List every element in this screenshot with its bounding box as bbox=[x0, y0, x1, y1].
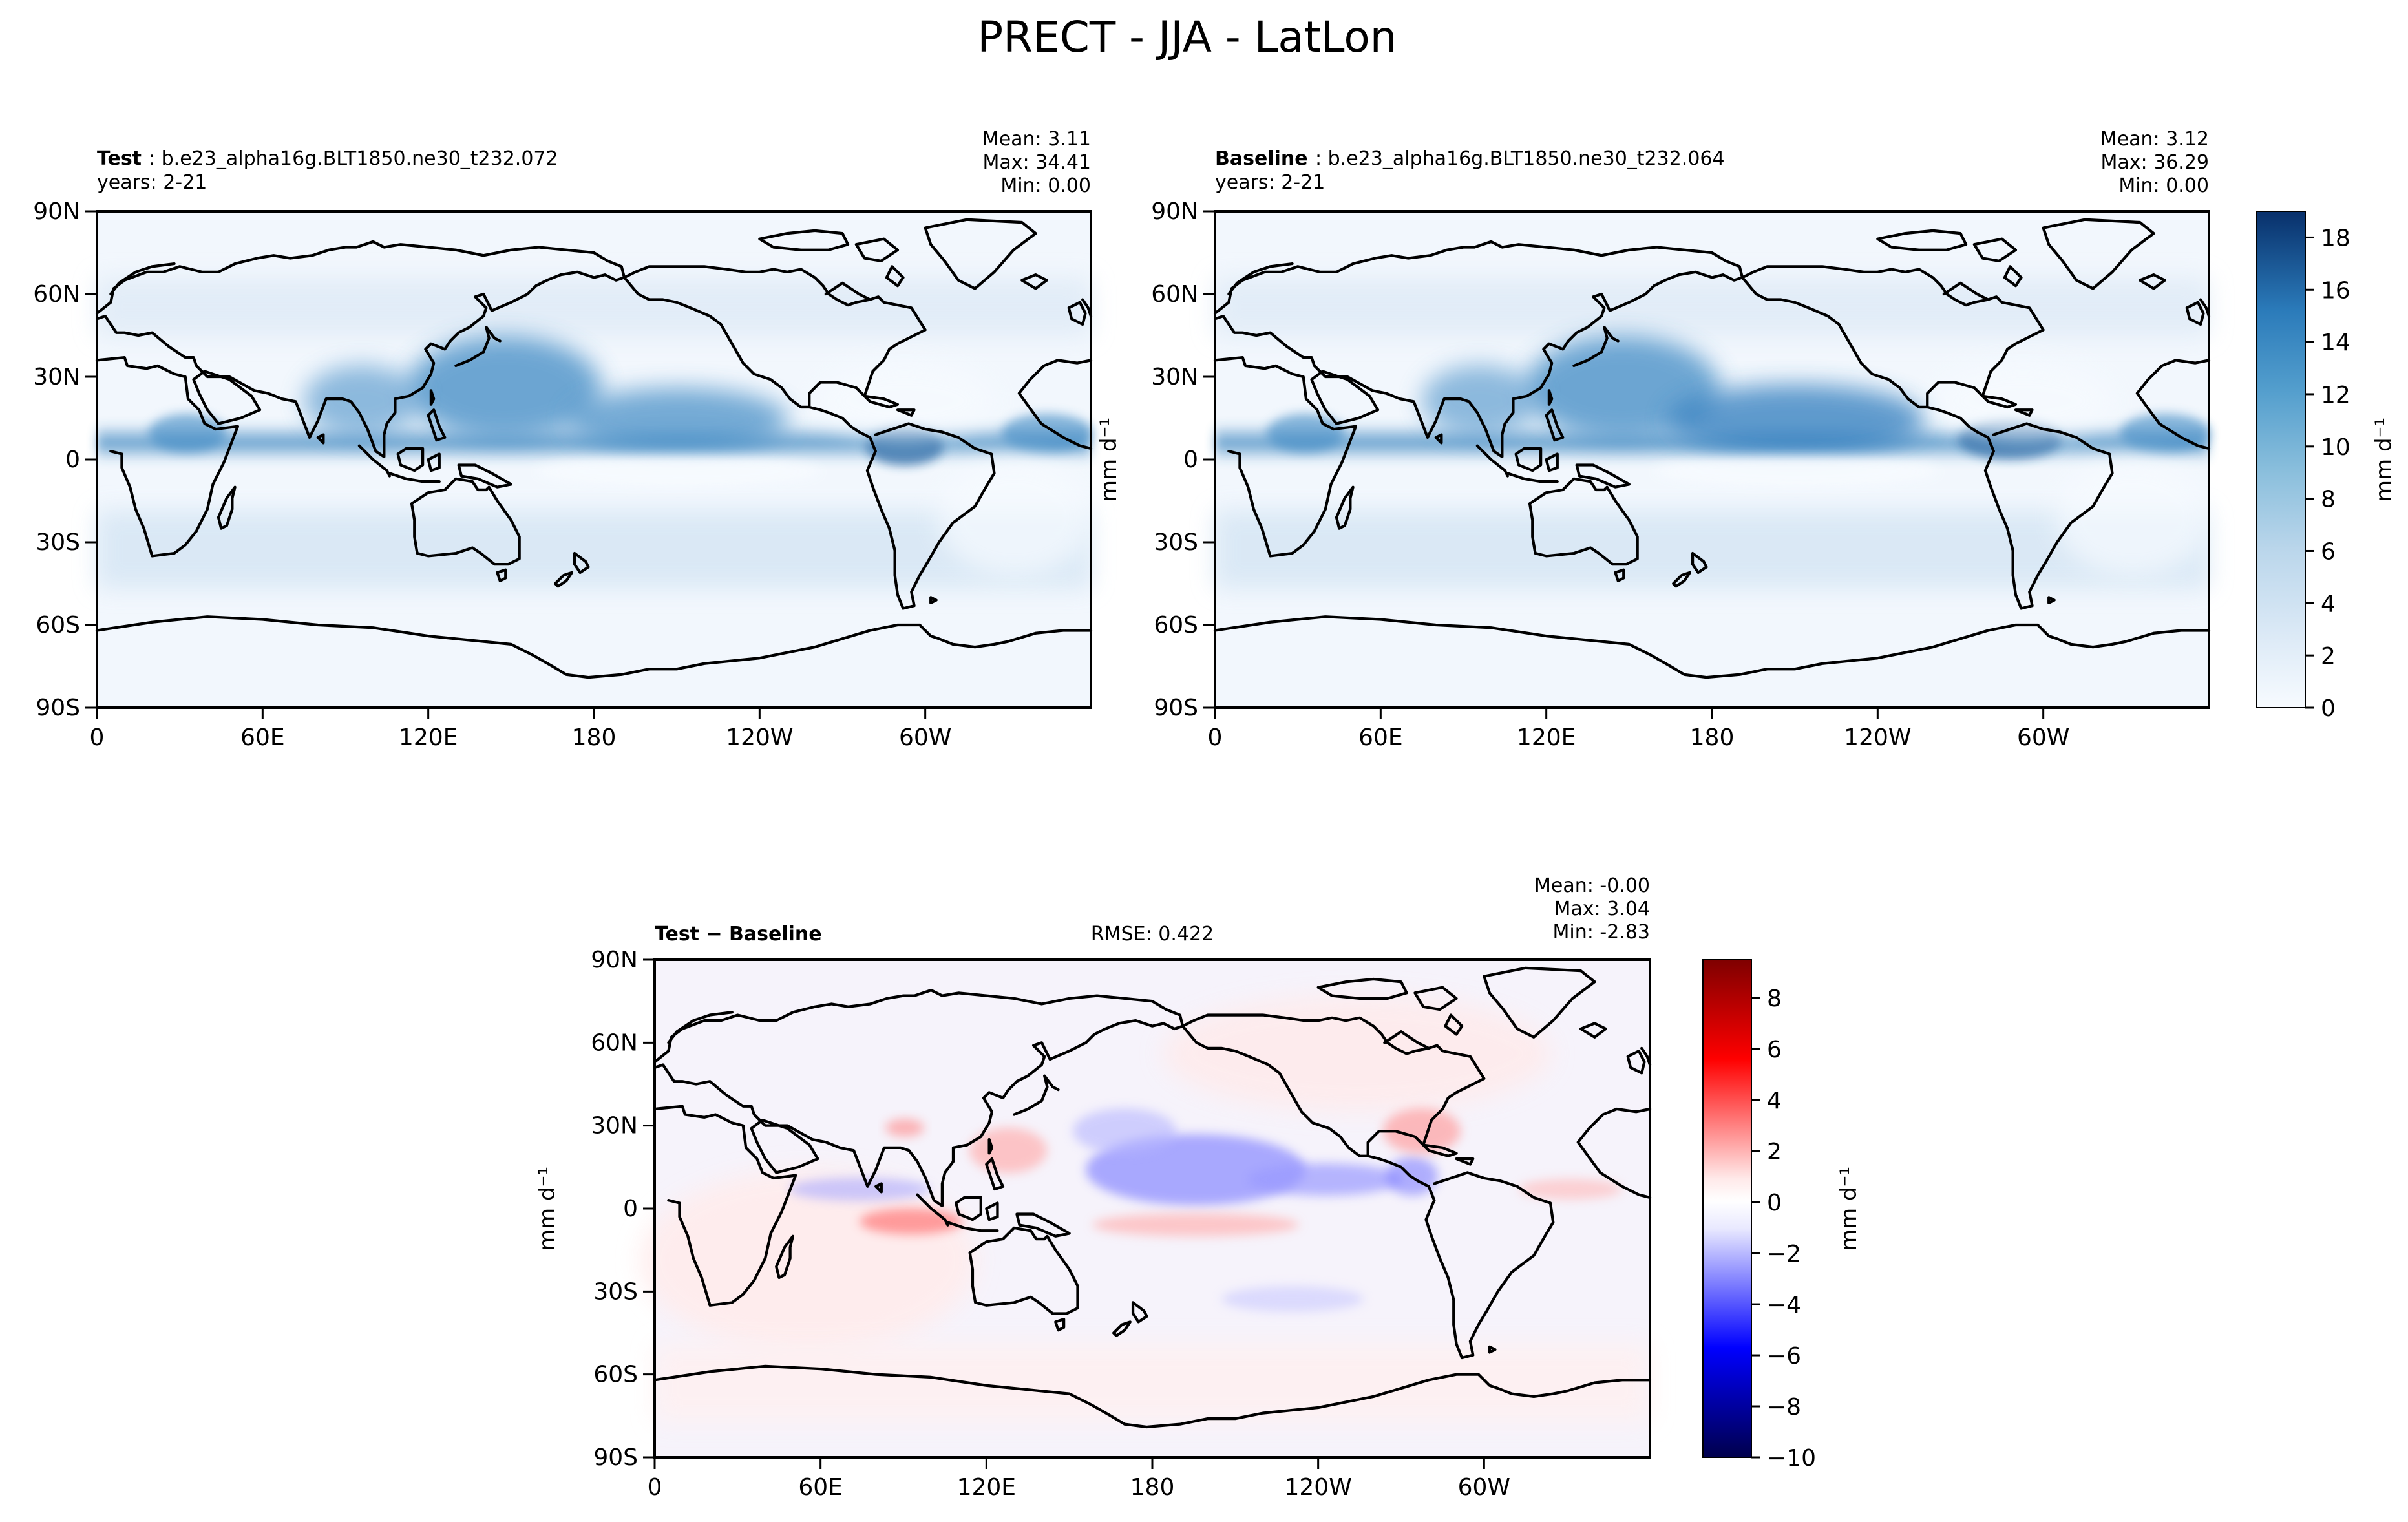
test-y-tick-label: 90S bbox=[36, 695, 80, 721]
difference-x-tick-label: 180 bbox=[1130, 1474, 1175, 1501]
difference-y-tick-label: 30S bbox=[593, 1278, 638, 1305]
baseline-y-tick-label: 60S bbox=[1154, 612, 1198, 639]
difference-colorbar-tick-label: 4 bbox=[1767, 1088, 1782, 1114]
precip-colorbar-tick-label: 0 bbox=[2321, 695, 2336, 722]
difference-x-tick-label: 120W bbox=[1285, 1474, 1352, 1501]
test-x-tick-label: 120W bbox=[726, 724, 793, 751]
precip-colorbar-tick-label: 8 bbox=[2321, 487, 2336, 513]
difference-axes: 0 60E 120E 180 120W 60W 90N 60N 30N 0 30S 60S 90S mm … bbox=[534, 947, 1510, 1501]
baseline-x-tick-label: 0 bbox=[1208, 724, 1223, 751]
test-label-bold: Test bbox=[97, 147, 142, 170]
baseline-label-bold: Baseline bbox=[1215, 147, 1308, 170]
test-stat-max: Max: 34.41 bbox=[982, 151, 1091, 174]
baseline-y-tick-label: 90S bbox=[1154, 695, 1198, 721]
test-x-tick-label: 180 bbox=[572, 724, 617, 751]
difference-y-tick-label: 60N bbox=[591, 1030, 638, 1056]
difference-colorbar-tick-label: −2 bbox=[1767, 1241, 1801, 1267]
test-y-tick-label: 60N bbox=[33, 281, 80, 308]
baseline-x-tick-label: 120W bbox=[1844, 724, 1911, 751]
difference-colorbar: −10 −8 −6 −4 −2 0 2 4 6 8 mm d⁻¹ bbox=[1702, 959, 1862, 1472]
precip-colorbar: 0 2 4 6 8 10 12 14 16 18 mm d⁻¹ bbox=[2256, 211, 2397, 722]
precip-colorbar-tick-label: 10 bbox=[2321, 434, 2350, 461]
precip-colorbar-tick-label: 4 bbox=[2321, 591, 2336, 617]
test-x-tick-label: 60W bbox=[899, 724, 951, 751]
test-y-tick-label: 30N bbox=[33, 364, 80, 390]
test-stat-min: Min: 0.00 bbox=[1000, 174, 1091, 197]
difference-y-tick-label: 30N bbox=[591, 1113, 638, 1139]
precip-colorbar-tick-label: 2 bbox=[2321, 643, 2336, 670]
baseline-map-area bbox=[1215, 210, 2210, 709]
baseline-axes: 0 60E 120E 180 120W 60W 90N 60N 30N 0 30S 60S 90S bbox=[1151, 198, 2069, 751]
baseline-panel: Baseline : b.e23_alpha16g.BLT1850.ne30_t… bbox=[1151, 128, 2397, 751]
difference-colorbar-tick-label: 0 bbox=[1767, 1190, 1782, 1216]
difference-colorbar-tick-label: 2 bbox=[1767, 1139, 1782, 1165]
difference-colorbar-label: mm d⁻¹ bbox=[1836, 1167, 1862, 1251]
precip-colorbar-tick-label: 18 bbox=[2321, 225, 2350, 251]
test-x-tick-label: 60E bbox=[240, 724, 285, 751]
difference-map-area bbox=[640, 958, 1650, 1459]
test-y-tick-label: 30S bbox=[36, 529, 80, 556]
baseline-x-tick-label: 120E bbox=[1517, 724, 1576, 751]
difference-rmse: RMSE: 0.422 bbox=[1091, 923, 1214, 946]
test-axes: 0 60E 120E 180 120W 60W 90N 60N 30N 0 30S 60S 90S mm … bbox=[33, 198, 1122, 751]
test-x-tick-label: 120E bbox=[399, 724, 458, 751]
difference-x-tick-label: 120E bbox=[957, 1474, 1016, 1501]
difference-y-tick-label: 90N bbox=[591, 947, 638, 973]
difference-x-tick-label: 60E bbox=[798, 1474, 843, 1501]
difference-colorbar-tick-label: 8 bbox=[1767, 986, 1782, 1012]
baseline-x-tick-label: 60W bbox=[2017, 724, 2069, 751]
baseline-stat-mean: Mean: 3.12 bbox=[2100, 128, 2209, 151]
difference-x-tick-label: 60W bbox=[1458, 1474, 1510, 1501]
test-years: years: 2-21 bbox=[97, 171, 207, 194]
test-y-tick-label: 0 bbox=[65, 447, 80, 473]
difference-colorbar-tick-label: 6 bbox=[1767, 1037, 1782, 1063]
difference-colorbar-tick-label: −6 bbox=[1767, 1343, 1801, 1369]
difference-x-tick-label: 0 bbox=[648, 1474, 662, 1501]
test-label-rest: : b.e23_alpha16g.BLT1850.ne30_t232.072 bbox=[149, 147, 558, 170]
precip-colorbar-tick-label: 14 bbox=[2321, 330, 2350, 356]
precip-colorbar-tick-label: 16 bbox=[2321, 277, 2350, 304]
test-panel: Test : b.e23_alpha16g.BLT1850.ne30_t232.… bbox=[33, 128, 1122, 751]
test-stat-mean: Mean: 3.11 bbox=[982, 128, 1091, 151]
difference-colorbar-tick-label: −10 bbox=[1767, 1445, 1816, 1472]
baseline-years: years: 2-21 bbox=[1215, 171, 1325, 194]
baseline-y-tick-label: 60N bbox=[1151, 281, 1198, 308]
test-y-axis-label: mm d⁻¹ bbox=[1096, 417, 1122, 502]
difference-colorbar-tick-label: −8 bbox=[1767, 1394, 1801, 1421]
baseline-x-tick-label: 60E bbox=[1358, 724, 1403, 751]
baseline-y-tick-label: 30N bbox=[1151, 364, 1198, 390]
difference-stat-mean: Mean: -0.00 bbox=[1534, 874, 1650, 897]
figure-title: PRECT - JJA - LatLon bbox=[977, 12, 1397, 62]
test-map-area bbox=[97, 210, 1092, 709]
difference-stat-min: Min: -2.83 bbox=[1553, 921, 1651, 944]
baseline-x-tick-label: 180 bbox=[1690, 724, 1735, 751]
test-x-tick-label: 0 bbox=[90, 724, 105, 751]
precip-colorbar-label: mm d⁻¹ bbox=[2371, 417, 2397, 502]
baseline-stat-max: Max: 36.29 bbox=[2100, 151, 2209, 174]
baseline-stat-min: Min: 0.00 bbox=[2118, 174, 2209, 197]
baseline-y-tick-label: 30S bbox=[1154, 529, 1198, 556]
difference-y-tick-label: 90S bbox=[593, 1444, 638, 1471]
difference-y-axis-label: mm d⁻¹ bbox=[534, 1167, 560, 1251]
baseline-y-tick-label: 0 bbox=[1183, 447, 1198, 473]
test-y-tick-label: 90N bbox=[33, 198, 80, 225]
precip-colorbar-tick-label: 6 bbox=[2321, 538, 2336, 565]
difference-stat-max: Max: 3.04 bbox=[1554, 898, 1650, 920]
difference-y-tick-label: 60S bbox=[593, 1362, 638, 1388]
baseline-y-tick-label: 90N bbox=[1151, 198, 1198, 225]
baseline-label-rest: : b.e23_alpha16g.BLT1850.ne30_t232.064 bbox=[1315, 147, 1725, 170]
test-y-tick-label: 60S bbox=[36, 612, 80, 639]
difference-colorbar-tick-label: −4 bbox=[1767, 1292, 1801, 1318]
precip-colorbar-tick-label: 12 bbox=[2321, 382, 2350, 408]
difference-y-tick-label: 0 bbox=[623, 1196, 638, 1222]
difference-label: Test − Baseline bbox=[655, 923, 822, 946]
difference-panel: Test − Baseline RMSE: 0.422 Mean: -0.00 … bbox=[534, 874, 1862, 1501]
